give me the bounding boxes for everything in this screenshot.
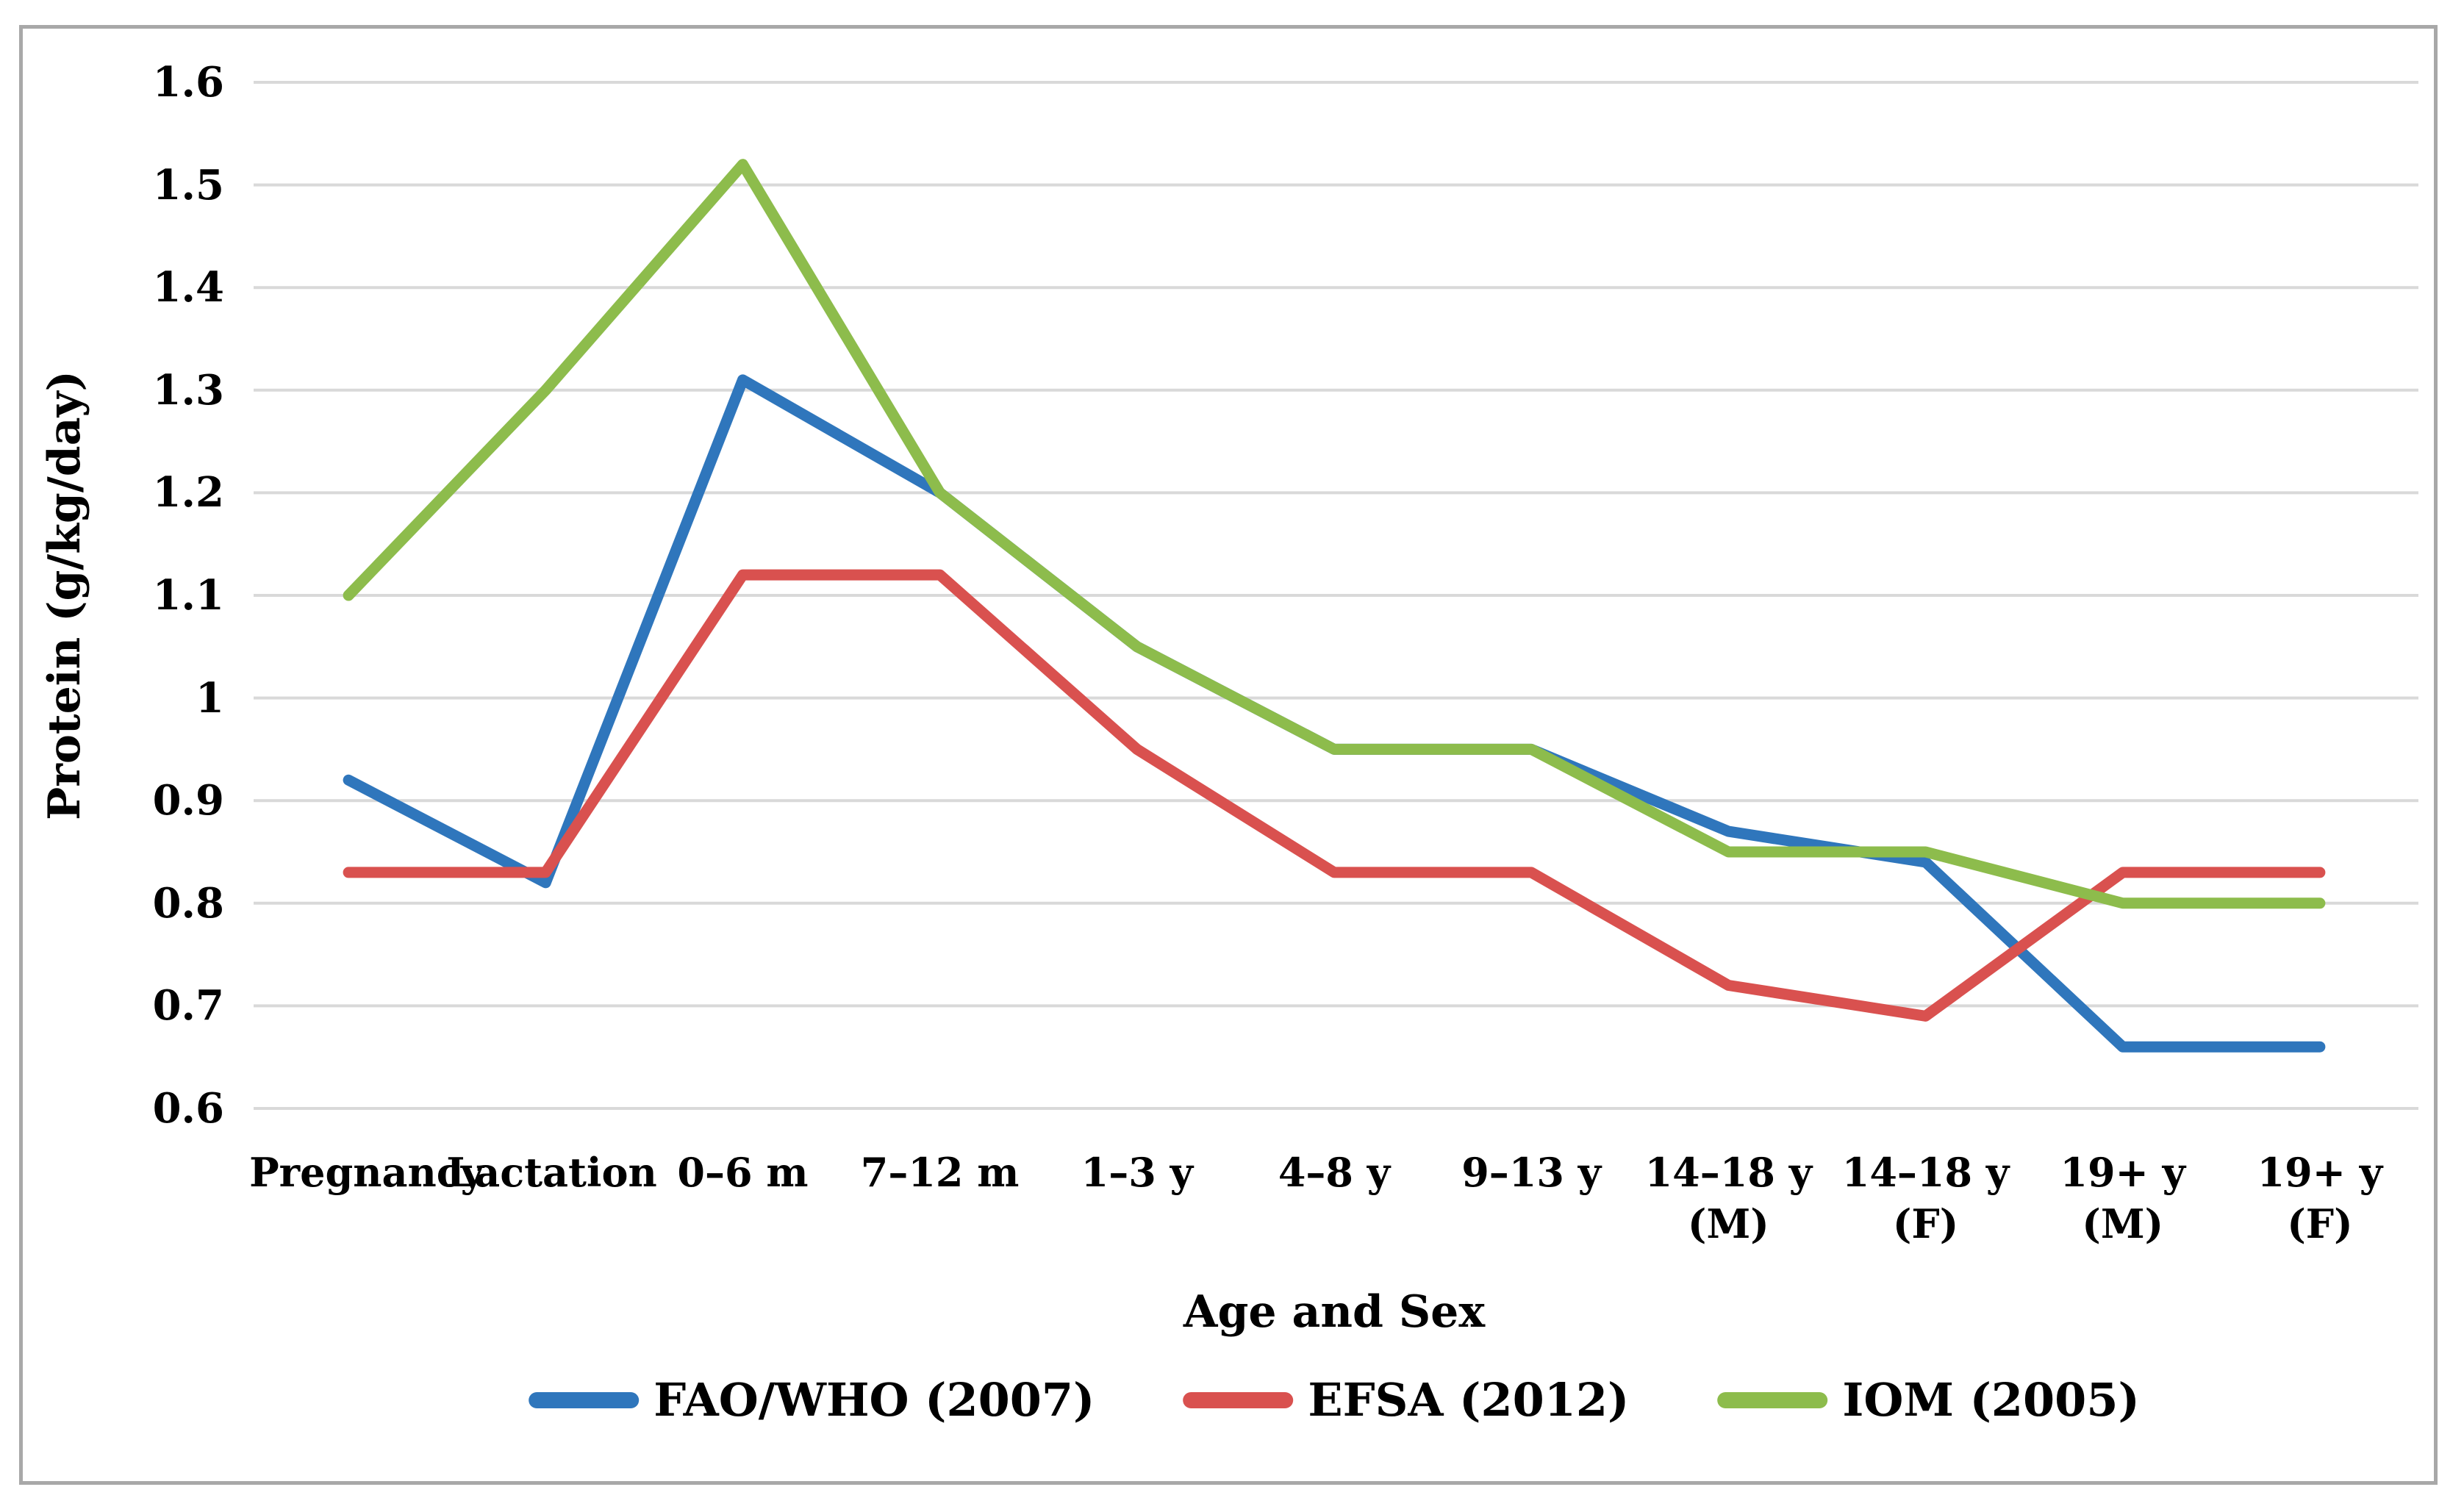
y-tick-label: 0.7 — [152, 981, 224, 1031]
x-category-label: 14–18 y (M) — [1644, 1149, 1813, 1248]
x-category-label: 14–18 y (F) — [1841, 1149, 2010, 1248]
y-tick-label: 0.6 — [152, 1084, 224, 1133]
y-tick-label: 1.5 — [152, 160, 224, 209]
y-tick-label: 1.6 — [152, 58, 224, 107]
legend-item: IOM (2005) — [1717, 1373, 2140, 1427]
x-category-label: 9–13 y — [1461, 1149, 1602, 1196]
x-category-label: Lactation — [446, 1149, 657, 1196]
legend-line-swatch — [1183, 1392, 1294, 1408]
series-line-iom-2005 — [343, 159, 2326, 909]
y-tick-label: 1 — [196, 673, 224, 723]
y-axis-title: Protein (g/kg/day) — [39, 370, 90, 820]
y-tick-label: 1.3 — [152, 365, 224, 415]
legend-label: IOM (2005) — [1842, 1373, 2140, 1427]
x-category-label: 1–3 y — [1081, 1149, 1193, 1196]
legend-item: FAO/WHO (2007) — [529, 1377, 1095, 1423]
chart-legend: FAO/WHO (2007) EFSA (2012) IOM (2005) — [529, 1377, 2140, 1423]
legend-label: EFSA (2012) — [1308, 1373, 1630, 1427]
x-category-label: Pregnancy — [249, 1149, 484, 1196]
y-tick-label: 1.1 — [152, 571, 224, 620]
x-category-label: 0–6 m — [677, 1149, 809, 1196]
legend-item: EFSA (2012) — [1183, 1377, 1629, 1423]
x-category-label: 19+ y (F) — [2257, 1149, 2383, 1248]
y-tick-label: 0.8 — [152, 878, 224, 928]
legend-label: FAO/WHO (2007) — [653, 1373, 1095, 1427]
x-category-label: 19+ y (M) — [2060, 1149, 2185, 1248]
x-category-label: 7–12 m — [860, 1149, 1020, 1196]
figure-border-frame — [19, 25, 2438, 1485]
y-tick-label: 1.4 — [152, 263, 224, 312]
x-category-label: 4–8 y — [1278, 1149, 1391, 1196]
legend-line-swatch — [1717, 1392, 1828, 1408]
series-line-efsa-2012 — [343, 569, 2326, 1022]
y-tick-label: 0.9 — [152, 776, 224, 825]
x-axis-title: Age and Sex — [1183, 1286, 1486, 1338]
y-tick-label: 1.2 — [152, 468, 224, 517]
legend-line-swatch — [529, 1392, 640, 1408]
